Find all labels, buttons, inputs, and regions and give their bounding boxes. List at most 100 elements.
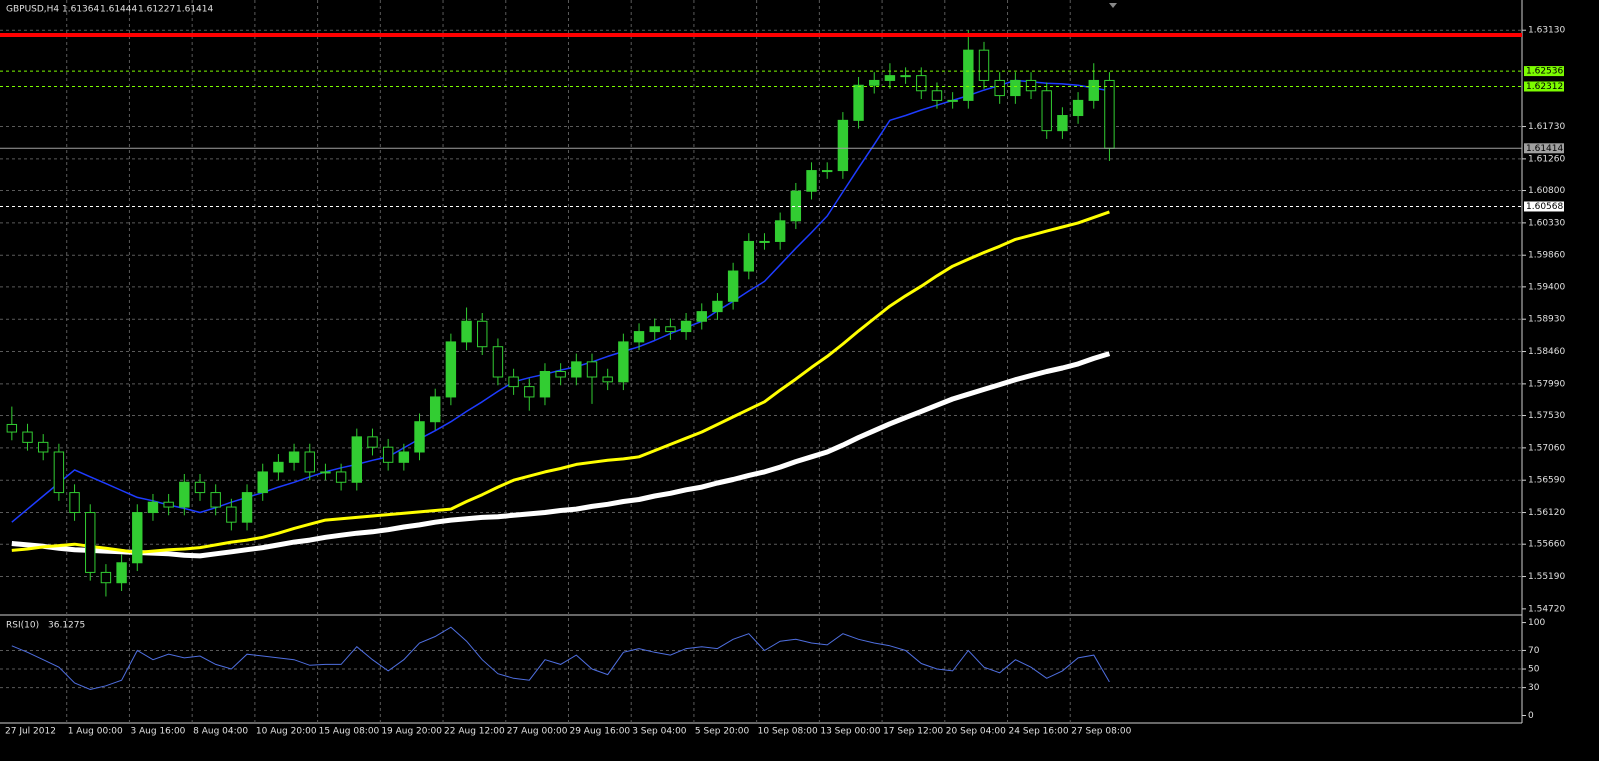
x-tick-label: 27 Sep 08:00	[1071, 727, 1131, 737]
candle-body	[414, 421, 425, 453]
y-tick-label: 1.59400	[1528, 282, 1565, 292]
y-tick-label: 1.55660	[1528, 540, 1565, 550]
y-tick-label: 50	[1528, 665, 1540, 675]
price-tag	[1524, 66, 1564, 77]
candle-body	[147, 501, 159, 514]
candle-body	[1010, 79, 1021, 97]
candle-body	[727, 270, 739, 302]
y-tick-label: 70	[1528, 646, 1540, 656]
y-tick-label: 1.56120	[1528, 508, 1565, 518]
moving-average	[11, 351, 1111, 559]
x-tick-label: 24 Sep 16:00	[1009, 727, 1069, 737]
candle-body	[398, 451, 410, 463]
candle-body	[367, 436, 378, 448]
candle-body	[1041, 90, 1052, 132]
candle-body	[492, 346, 504, 378]
y-tick-label: 1.55190	[1528, 572, 1565, 582]
candle-body	[806, 170, 817, 192]
y-tick-label: 1.60330	[1528, 218, 1565, 228]
moving-average	[11, 210, 1110, 554]
candle-body	[916, 75, 927, 92]
price-tag-label: 1.60568	[1526, 202, 1563, 212]
candle-body	[194, 481, 206, 494]
chart-title: GBPUSD,H4	[6, 5, 59, 15]
y-tick-label: 1.54720	[1528, 604, 1565, 614]
x-tick-label: 8 Aug 04:00	[193, 727, 248, 737]
y-tick-label: 1.60800	[1528, 186, 1565, 196]
candle-body	[85, 512, 96, 573]
candle-body	[1025, 79, 1037, 92]
x-tick-label: 27 Jul 2012	[5, 727, 56, 737]
x-tick-label: 29 Aug 16:00	[569, 727, 630, 737]
x-tick-label: 27 Aug 00:00	[507, 727, 568, 737]
candle-body	[116, 562, 127, 584]
candle-body	[477, 320, 488, 348]
candle-body	[1057, 115, 1068, 132]
y-tick-label: 1.57990	[1528, 379, 1565, 389]
y-tick-label: 1.61730	[1528, 122, 1565, 132]
x-tick-label: 20 Sep 04:00	[946, 727, 1006, 737]
candle-body	[320, 471, 331, 474]
x-tick-label: 15 Aug 08:00	[319, 727, 380, 737]
y-tick-label: 0	[1528, 711, 1534, 721]
candle-body	[335, 471, 347, 483]
candle-body	[288, 451, 300, 463]
candle-body	[429, 396, 441, 423]
y-tick-label: 100	[1528, 618, 1545, 628]
candle-body	[774, 220, 786, 242]
candle-body	[241, 492, 253, 523]
candle-body	[226, 506, 237, 523]
header-value: 1.61414	[176, 5, 213, 15]
price-tag-label: 1.61414	[1526, 144, 1563, 154]
candle-body	[257, 471, 268, 494]
candle-body	[994, 79, 1005, 97]
candle-body	[618, 341, 629, 383]
candle-body	[304, 451, 315, 473]
candle-body	[1088, 79, 1099, 101]
candle-body	[22, 431, 33, 443]
candle-body	[900, 75, 911, 78]
rsi-line	[11, 626, 1110, 691]
candle-body	[680, 320, 692, 333]
header-value: 1.61227	[138, 5, 175, 15]
candle-body	[508, 376, 519, 388]
header-value: 1.61444	[100, 5, 137, 15]
candle-body	[947, 99, 958, 102]
candle-body	[759, 240, 770, 243]
candle-body	[869, 79, 880, 86]
candle-body	[978, 49, 990, 81]
candle-body	[853, 84, 864, 121]
candle-body	[649, 326, 660, 333]
candle-body	[633, 331, 645, 343]
candle-body	[100, 571, 112, 584]
y-tick-label: 1.63130	[1528, 26, 1565, 36]
x-tick-label: 13 Sep 00:00	[820, 727, 880, 737]
candle-body	[1104, 79, 1115, 149]
candle-body	[665, 326, 676, 333]
candle-body	[743, 240, 755, 272]
x-tick-label: 1 Aug 00:00	[68, 727, 123, 737]
y-tick-label: 1.61260	[1528, 154, 1565, 164]
y-tick-label: 1.56590	[1528, 476, 1565, 486]
candle-body	[69, 492, 80, 514]
candle-body	[351, 436, 363, 483]
y-tick-label: 1.57060	[1528, 443, 1565, 453]
price-tag	[1524, 81, 1564, 92]
x-tick-label: 22 Aug 12:00	[444, 727, 505, 737]
candle-body	[179, 481, 190, 508]
candle-body	[696, 311, 707, 322]
price-tag	[1524, 143, 1564, 154]
candle-body	[712, 300, 723, 313]
candle-body	[37, 441, 49, 453]
candle-body	[132, 512, 143, 564]
y-tick-label: 1.58930	[1528, 315, 1565, 325]
rsi-title: RSI(10)	[6, 621, 39, 631]
candle-body	[210, 492, 221, 508]
price-tag-label: 1.62312	[1526, 82, 1563, 92]
y-tick-label: 1.57530	[1528, 411, 1565, 421]
candle-body	[524, 386, 535, 398]
x-tick-label: 10 Aug 20:00	[256, 727, 317, 737]
candle-body	[382, 446, 394, 463]
x-tick-label: 17 Sep 12:00	[883, 727, 943, 737]
marks	[0, 30, 1522, 691]
